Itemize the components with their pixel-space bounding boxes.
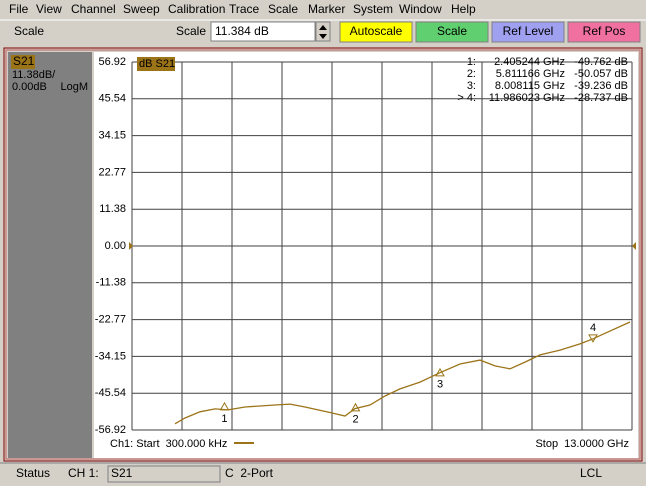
ref-arrow [129, 242, 133, 250]
trace-label: dB S21 [139, 58, 175, 70]
marker-readout-x: 5.811166 GHz [496, 68, 565, 80]
menu-item[interactable]: Trace [229, 2, 260, 16]
marker-number: 2 [352, 414, 358, 426]
marker-readout-label: 3: [467, 80, 476, 92]
toolbar-button-label: Autoscale [350, 24, 403, 38]
y-tick-label: 56.92 [98, 56, 126, 68]
marker-number: 4 [590, 322, 596, 334]
status-label: Status [16, 466, 50, 480]
y-tick-label: 0.00 [105, 240, 126, 252]
y-tick-label: -11.38 [96, 277, 126, 289]
trace-ref: 0.00dB [12, 81, 47, 93]
marker [219, 401, 230, 411]
marker-readout-x: 2.405244 GHz [494, 56, 565, 68]
plot: 56.92 45.54 34.15 22.77 11.38 0.00 -11.38 -22.7… [95, 56, 636, 436]
marker-readout-value: -49.762 dB [574, 56, 628, 68]
y-tick-label: 45.54 [98, 93, 126, 105]
y-tick-label: -22.77 [95, 314, 126, 326]
marker [435, 367, 445, 377]
y-tick-label: -45.54 [95, 387, 126, 399]
scale-input[interactable] [210, 21, 316, 42]
status-mode: LCL [580, 466, 602, 480]
toolbar-buttons: Autoscale Scale Ref Level Ref Pos [339, 21, 641, 43]
trace-label-box [137, 57, 175, 71]
y-tick-label: 22.77 [98, 166, 126, 178]
marker-readout-x: 8.008115 GHz [495, 80, 565, 92]
menu-item[interactable]: Help [451, 2, 476, 16]
spinner[interactable] [315, 21, 331, 42]
menu-item[interactable]: File [9, 2, 29, 16]
ref-arrow [632, 242, 636, 250]
marker-number: 1 [221, 413, 227, 425]
status-cal: C 2-Port [225, 466, 274, 480]
marker-readout-label: 2: [467, 68, 476, 80]
status-measurement: S21 [111, 466, 133, 480]
toolbar-button[interactable] [339, 21, 413, 43]
field-label: Scale [176, 24, 206, 38]
menu-item[interactable]: Scale [268, 2, 298, 16]
menu-item[interactable]: Channel [71, 2, 116, 16]
toolbar-button[interactable] [491, 21, 565, 43]
toolbar-title: Scale [14, 24, 44, 38]
toolbar-button-label: Scale [437, 24, 467, 38]
marker-readout-value: -39.236 dB [574, 80, 628, 92]
y-tick-label: 11.38 [99, 203, 126, 215]
marker [588, 334, 598, 343]
scale-input-value: 11.384 dB [215, 24, 269, 38]
marker-number: 3 [437, 379, 443, 391]
toolbar-button-label: Ref Pos [583, 24, 626, 38]
trace-format: LogM [60, 81, 88, 93]
window-frame-inner [5, 49, 641, 460]
y-tick-label: 34.15 [98, 130, 126, 142]
trace-scale: 11.38dB/ [12, 69, 56, 81]
status-channel: CH 1: [68, 466, 99, 480]
marker-readout-value: -28.737 dB [574, 92, 628, 104]
toolbar-button-label: Ref Level [503, 24, 554, 38]
menu-item[interactable]: Calibration [168, 2, 225, 16]
toolbar-button[interactable] [567, 21, 641, 43]
toolbar-button[interactable] [415, 21, 489, 43]
marker [350, 402, 361, 412]
marker-readout-x: 11.986023 GHz [489, 92, 565, 104]
status-field [107, 465, 221, 483]
stop-label: Stop 13.0000 GHz [535, 438, 629, 450]
plot-panel [94, 52, 638, 458]
trace-panel [8, 52, 92, 458]
marker-readout-label: 1: [467, 56, 476, 68]
marker-readout-value: -50.057 dB [574, 68, 628, 80]
menu-item[interactable]: Window [399, 2, 442, 16]
y-tick-label: -34.15 [95, 350, 126, 362]
menu-item[interactable]: Marker [308, 2, 345, 16]
menu-bar: File View Channel Sweep Calibration Trace Scal… [9, 2, 476, 16]
trace-name: S21 [13, 54, 35, 68]
trace-line [174, 321, 631, 425]
trace-tag[interactable] [11, 55, 35, 69]
menu-item[interactable]: View [36, 2, 62, 16]
marker-readout-label: > 4: [457, 92, 476, 104]
y-tick-label: -56.92 [95, 424, 126, 436]
spinner-arrows [319, 25, 327, 39]
menu-item[interactable]: System [353, 2, 393, 16]
start-label: Ch1: Start 300.000 kHz [110, 438, 227, 450]
menu-item[interactable]: Sweep [123, 2, 160, 16]
